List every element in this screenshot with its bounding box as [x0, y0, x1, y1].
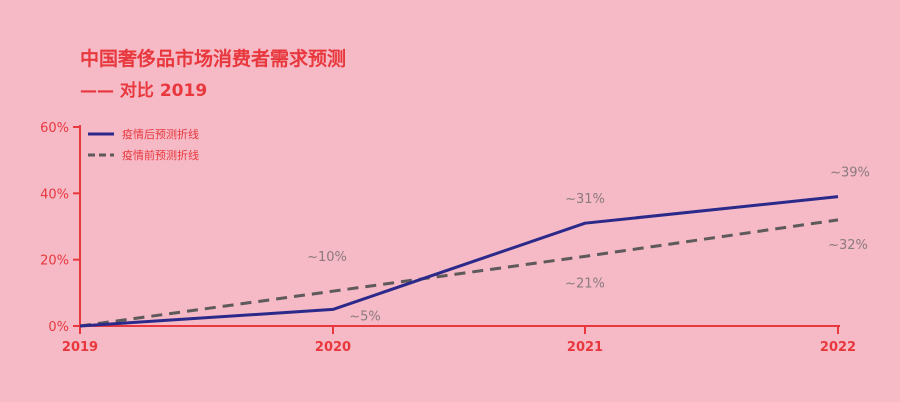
chart-title: 中国奢侈品市场消费者需求预测 [80, 48, 347, 70]
y-tick-label: 60% [40, 121, 69, 136]
data-label-post: ~5% [349, 309, 381, 324]
data-label-pre: ~32% [828, 238, 868, 253]
chart-subtitle: —— 对比 2019 [80, 81, 208, 101]
data-label-post: ~31% [565, 192, 605, 207]
series-line-pre-pandemic [79, 218, 839, 328]
x-tick-label: 2020 [315, 340, 351, 355]
y-tick-label: 40% [40, 187, 69, 202]
data-label-pre: ~10% [307, 250, 347, 265]
x-tick-label: 2019 [62, 340, 98, 355]
x-tick-label: 2022 [820, 340, 856, 355]
data-label-pre: ~21% [565, 276, 605, 291]
x-tick-label: 2021 [567, 340, 603, 355]
legend-label-pre: 疫情前预测折线 [122, 148, 199, 162]
series-line-post-pandemic [79, 195, 839, 328]
y-tick-label: 20% [40, 254, 69, 269]
data-label-post: ~39% [830, 166, 870, 181]
legend-label-post: 疫情后预测折线 [122, 127, 199, 141]
y-tick-label: 0% [48, 320, 69, 335]
